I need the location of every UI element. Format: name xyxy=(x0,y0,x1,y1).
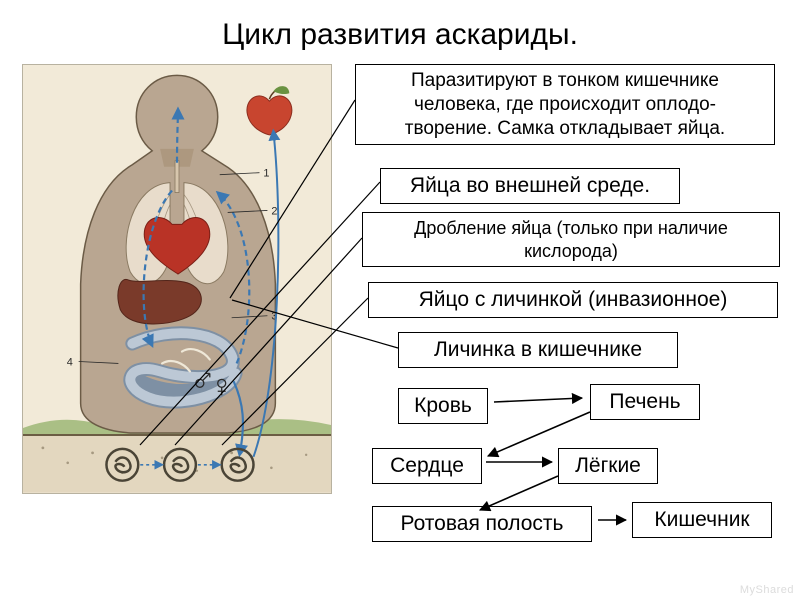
watermark-text: MyShared xyxy=(740,584,794,596)
anatomy-illustration: 1 2 3 4 xyxy=(22,64,332,494)
stage-box-b11: Кишечник xyxy=(632,502,772,538)
stage-box-b4: Яйцо с личинкой (инвазионное) xyxy=(368,282,778,318)
stage-box-b6: Кровь xyxy=(398,388,488,424)
stage-box-b3: Дробление яйца (только при наличие кисло… xyxy=(362,212,780,267)
svg-text:1: 1 xyxy=(263,168,269,180)
stage-box-b7: Печень xyxy=(590,384,700,420)
page-title: Цикл развития аскариды. xyxy=(0,18,800,52)
svg-text:2: 2 xyxy=(271,205,277,217)
anatomy-svg: 1 2 3 4 xyxy=(23,65,331,493)
stage-box-b9: Лёгкие xyxy=(558,448,658,484)
svg-text:4: 4 xyxy=(67,356,73,368)
stage-box-b1: Паразитируют в тонком кишечнике человека… xyxy=(355,64,775,145)
stage-box-b2: Яйца во внешней среде. xyxy=(380,168,680,204)
stage-box-b8: Сердце xyxy=(372,448,482,484)
stage-box-b10: Ротовая полость xyxy=(372,506,592,542)
stage-box-b5: Личинка в кишечнике xyxy=(398,332,678,368)
